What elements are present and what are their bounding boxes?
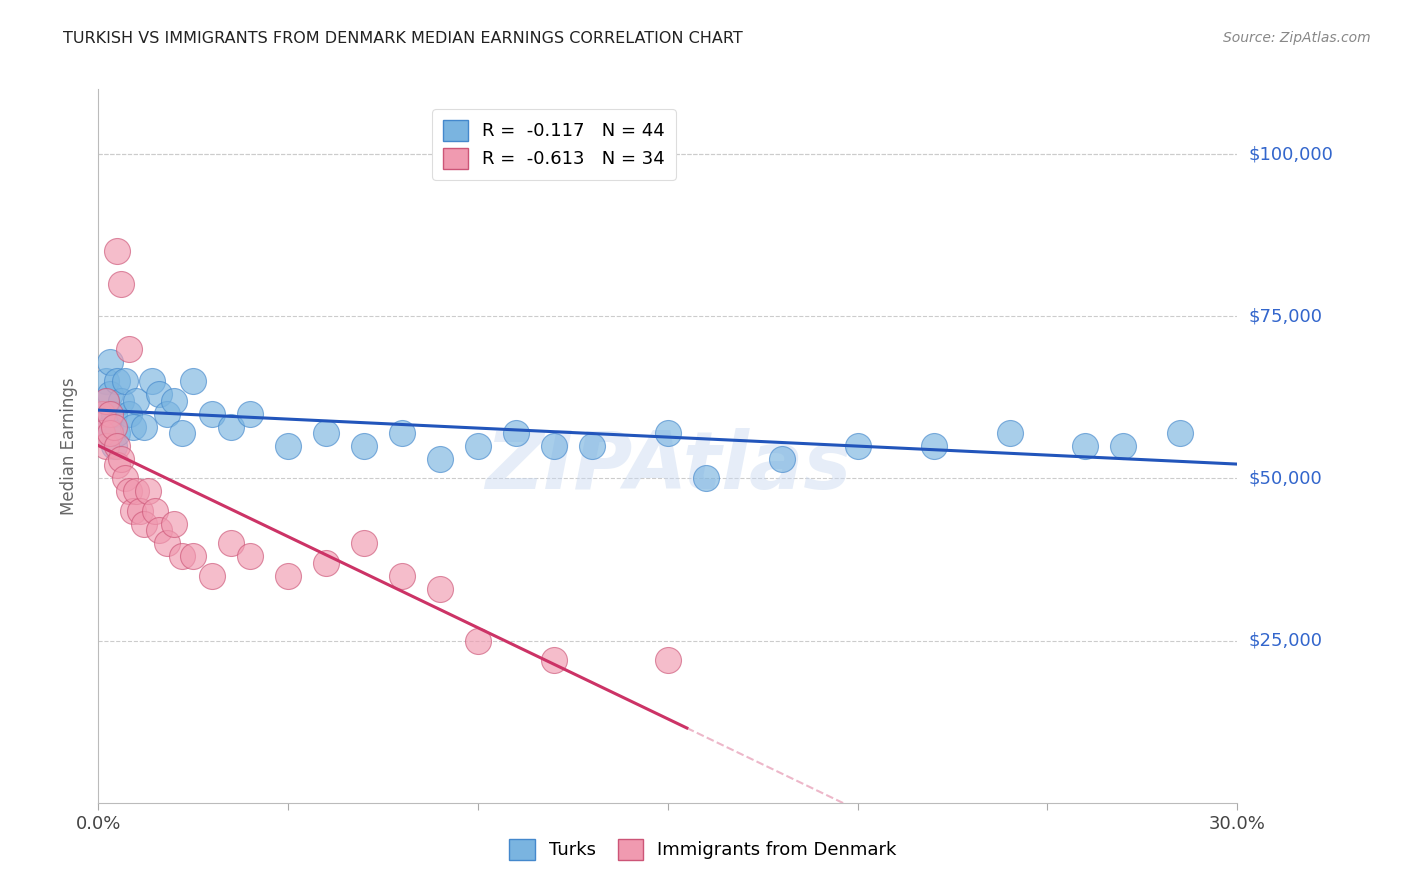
Point — [1074, 439, 1097, 453]
Point — [170, 425, 193, 440]
Point — [91, 425, 114, 440]
Point — [353, 439, 375, 453]
Point — [91, 425, 114, 440]
Point — [110, 277, 132, 291]
Point — [94, 393, 117, 408]
Point — [98, 425, 121, 440]
Point — [121, 504, 143, 518]
Point — [110, 452, 132, 467]
Text: Source: ZipAtlas.com: Source: ZipAtlas.com — [1223, 31, 1371, 45]
Point — [103, 439, 125, 453]
Point — [1112, 439, 1135, 453]
Point — [391, 568, 413, 582]
Point — [846, 439, 869, 453]
Point — [103, 419, 125, 434]
Point — [183, 374, 205, 388]
Point — [467, 439, 489, 453]
Point — [107, 425, 129, 440]
Point — [315, 556, 337, 570]
Point — [201, 568, 224, 582]
Point — [132, 419, 155, 434]
Point — [429, 452, 451, 467]
Point — [239, 407, 262, 421]
Legend: Turks, Immigrants from Denmark: Turks, Immigrants from Denmark — [502, 831, 904, 867]
Point — [132, 516, 155, 531]
Point — [163, 393, 186, 408]
Point — [657, 425, 679, 440]
Point — [221, 419, 243, 434]
Point — [136, 484, 159, 499]
Text: $75,000: $75,000 — [1249, 307, 1323, 326]
Point — [114, 471, 136, 485]
Point — [770, 452, 793, 467]
Point — [110, 393, 132, 408]
Point — [98, 419, 121, 434]
Legend: R =  -0.117   N = 44, R =  -0.613   N = 34: R = -0.117 N = 44, R = -0.613 N = 34 — [432, 109, 676, 179]
Point — [183, 549, 205, 564]
Point — [91, 407, 114, 421]
Y-axis label: Median Earnings: Median Earnings — [59, 377, 77, 515]
Text: $50,000: $50,000 — [1249, 469, 1322, 487]
Point — [543, 439, 565, 453]
Point — [277, 568, 299, 582]
Point — [107, 374, 129, 388]
Point — [107, 439, 129, 453]
Point — [315, 425, 337, 440]
Point — [201, 407, 224, 421]
Point — [94, 374, 117, 388]
Point — [353, 536, 375, 550]
Point — [657, 653, 679, 667]
Point — [107, 244, 129, 259]
Point — [221, 536, 243, 550]
Point — [998, 425, 1021, 440]
Point — [467, 633, 489, 648]
Point — [156, 536, 179, 550]
Point — [239, 549, 262, 564]
Point — [148, 524, 170, 538]
Point — [156, 407, 179, 421]
Point — [107, 458, 129, 473]
Point — [391, 425, 413, 440]
Point — [922, 439, 945, 453]
Point — [103, 407, 125, 421]
Point — [98, 354, 121, 368]
Point — [277, 439, 299, 453]
Point — [170, 549, 193, 564]
Point — [125, 484, 148, 499]
Point — [148, 387, 170, 401]
Point — [141, 374, 163, 388]
Point — [695, 471, 717, 485]
Point — [505, 425, 527, 440]
Point — [94, 439, 117, 453]
Point — [118, 484, 141, 499]
Point — [98, 407, 121, 421]
Point — [118, 342, 141, 356]
Point — [98, 387, 121, 401]
Point — [125, 393, 148, 408]
Point — [129, 504, 152, 518]
Point — [145, 504, 167, 518]
Text: TURKISH VS IMMIGRANTS FROM DENMARK MEDIAN EARNINGS CORRELATION CHART: TURKISH VS IMMIGRANTS FROM DENMARK MEDIA… — [63, 31, 742, 46]
Point — [429, 582, 451, 596]
Point — [1170, 425, 1192, 440]
Text: $25,000: $25,000 — [1249, 632, 1323, 649]
Point — [94, 393, 117, 408]
Text: ZIPAtlas: ZIPAtlas — [485, 428, 851, 507]
Text: $100,000: $100,000 — [1249, 145, 1333, 163]
Point — [543, 653, 565, 667]
Point — [581, 439, 603, 453]
Point — [121, 419, 143, 434]
Point — [114, 374, 136, 388]
Point — [91, 407, 114, 421]
Point — [163, 516, 186, 531]
Point — [118, 407, 141, 421]
